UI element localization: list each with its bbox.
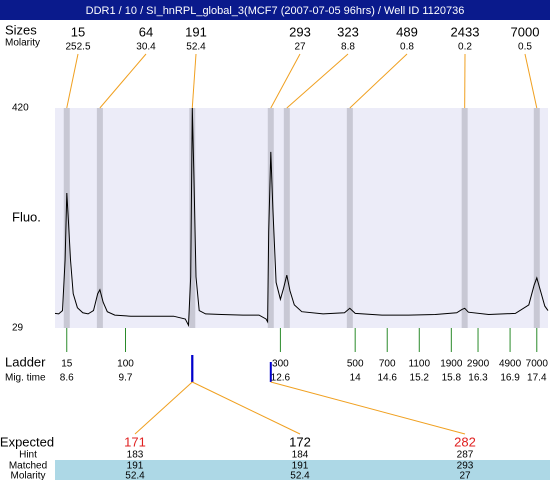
ladder-size: 700 [379,359,396,370]
molarity-header: Molarity [5,38,40,49]
peak-band [461,108,468,328]
peak-connector [66,53,79,109]
row-label: Matched [9,461,47,472]
peak-band [267,108,274,328]
ladder-time: 15.2 [410,373,430,384]
ladder-time: 14 [350,373,362,384]
peak-size: 489 [396,24,418,39]
ladder-size: 15 [61,359,73,370]
expected-hint: 184 [292,450,309,461]
peak-molarity: 8.8 [341,42,355,53]
ladder-size: 300 [272,359,289,370]
expected-hint: 183 [127,450,144,461]
peak-connector [270,53,301,109]
peak-molarity: 0.5 [518,42,532,53]
y-tick-label: 420 [12,103,29,114]
y-label: Fluo. [12,209,41,224]
peak-band [189,108,196,328]
peak-connector [99,53,147,109]
ladder-time: 16.3 [468,373,488,384]
expected-matched: 191 [292,461,309,472]
peak-band [346,108,353,328]
row-label: Expected [0,434,54,449]
ladder-size: 4900 [499,359,522,370]
ladder-label: Ladder [5,354,46,369]
row-label: Hint [19,450,37,461]
expected-hint: 287 [457,450,474,461]
peak-molarity: 27 [294,42,306,53]
peak-band [96,108,103,328]
ladder-time: 16.9 [500,373,520,384]
peak-band [533,108,540,328]
size-header: Sizes [5,22,37,37]
ladder-time: 15.8 [442,373,462,384]
match-connector [134,381,193,435]
peak-molarity: 0.2 [458,42,472,53]
title: DDR1 / 10 / SI_hnRPL_global_3(MCF7 (2007… [86,5,465,17]
expected-expected: 172 [289,434,311,449]
expected-molarity: 52.4 [290,471,310,480]
peak-size: 293 [289,24,311,39]
peak-band [63,108,70,328]
peak-molarity: 52.4 [186,42,206,53]
ladder-time: 17.4 [527,373,547,384]
ladder-size: 2900 [467,359,490,370]
peak-size: 191 [185,24,207,39]
title-bar [0,0,550,20]
peak-size: 15 [71,24,85,39]
peak-molarity: 0.8 [400,42,414,53]
peak-connector [524,53,538,109]
plot-area [55,108,548,328]
ladder-size: 100 [117,359,134,370]
expected-matched: 293 [457,461,474,472]
ladder-time: 12.6 [271,373,291,384]
ladder-time: 14.6 [377,373,397,384]
ladder-size: 500 [347,359,364,370]
expected-molarity: 27 [459,471,471,480]
trace [54,107,549,328]
expected-matched: 191 [127,461,144,472]
ladder-size: 1100 [409,359,431,370]
match-connector [270,381,466,435]
y-tick-label: 29 [12,323,24,334]
peak-size: 7000 [511,24,540,39]
row-label: Molarity [10,471,45,480]
match-connector [192,381,301,435]
ladder-size: 1900 [440,359,463,370]
peak-connector [191,53,197,109]
mig-time-label: Mig. time [5,373,46,384]
peak-size: 323 [337,24,359,39]
peak-connector [286,53,349,109]
ladder-size: 7000 [526,359,549,370]
matched-band [55,460,550,480]
expected-expected: 171 [124,434,146,449]
ladder-time: 9.7 [119,373,133,384]
peak-molarity: 30.4 [136,42,156,53]
peak-size: 64 [139,24,153,39]
peak-molarity: 252.5 [65,42,90,53]
expected-molarity: 52.4 [125,471,145,480]
expected-expected: 282 [454,434,476,449]
peak-size: 2433 [451,24,480,39]
peak-connector [349,53,408,109]
ladder-time: 8.6 [60,373,74,384]
peak-band [283,108,290,328]
